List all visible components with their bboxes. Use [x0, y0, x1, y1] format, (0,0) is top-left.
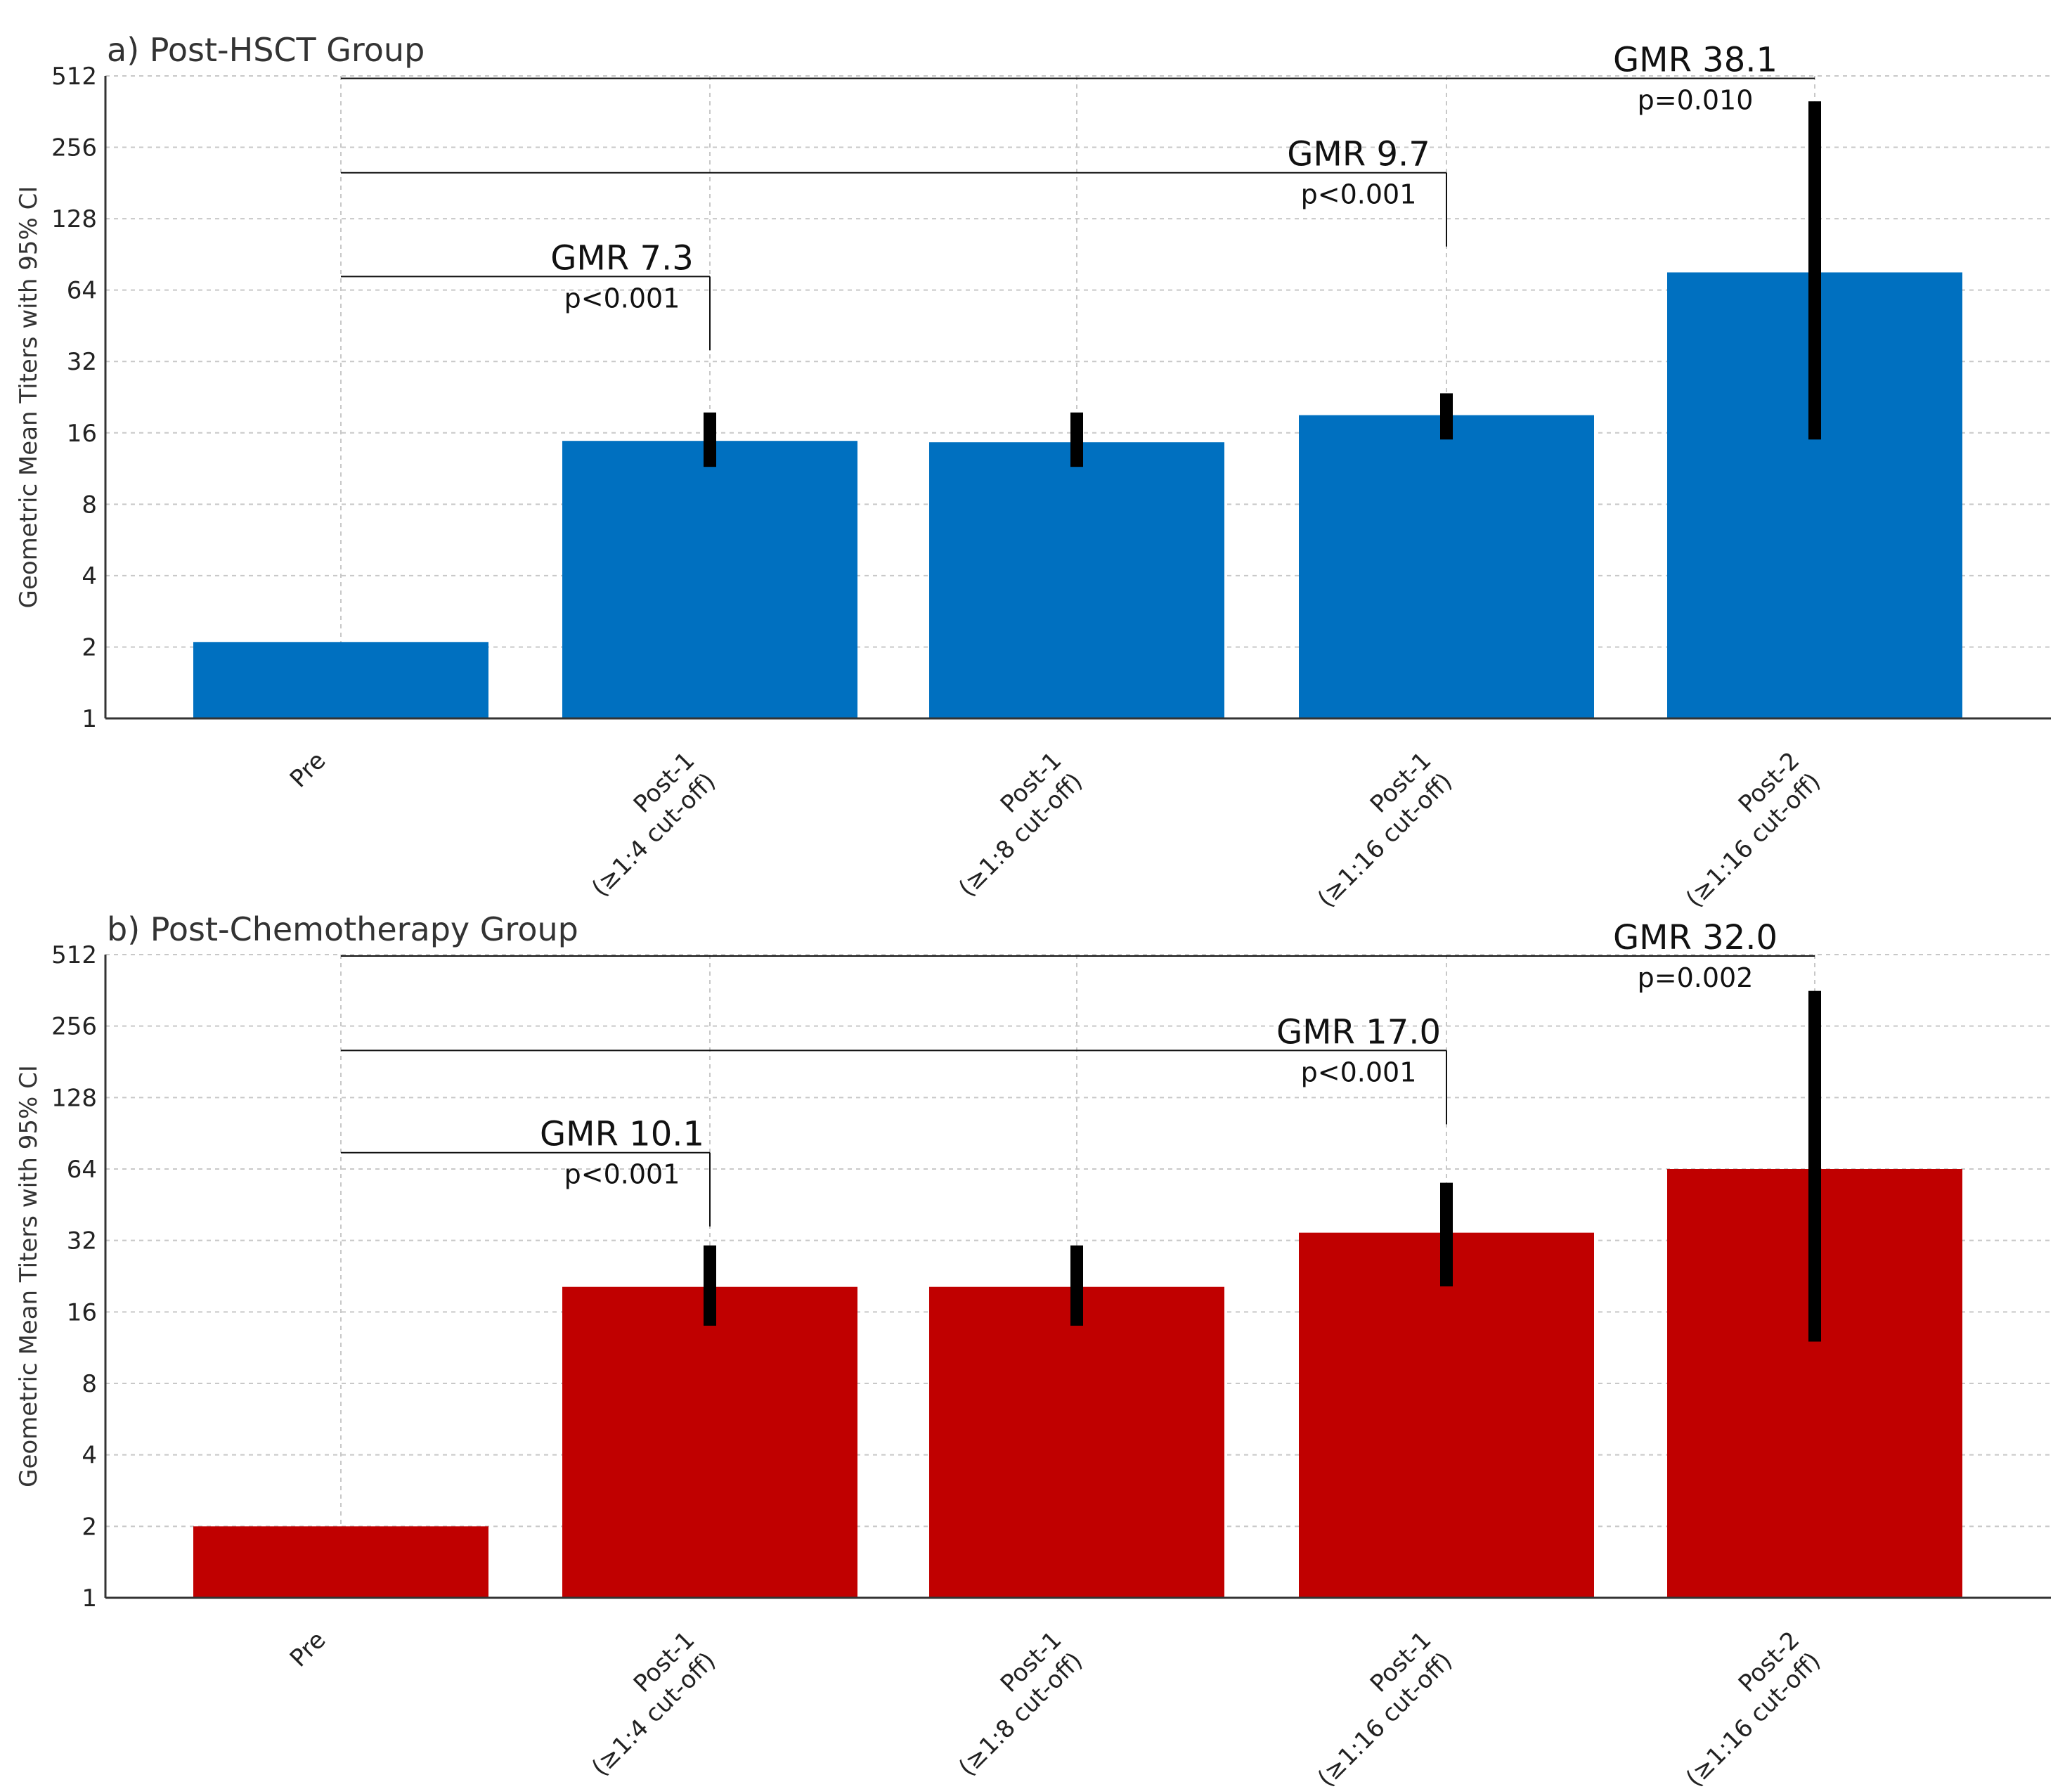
y-tick-label: 64: [67, 1156, 97, 1184]
y-tick-label: 256: [51, 1013, 97, 1041]
error-bar: [704, 1245, 716, 1326]
x-tick-label: Post-1(≥1:16 cut-off): [1291, 747, 1458, 913]
error-bar: [704, 412, 716, 467]
panel-post-hsct: a) Post-HSCT Group 1 2 4 8 16 32 64 128 256 512 Geo…: [15, 31, 2051, 913]
chart-title: b) Post-Chemotherapy Group: [107, 910, 578, 948]
y-tick-label: 4: [82, 1442, 97, 1470]
y-tick-label: 128: [51, 205, 97, 233]
x-tick-label: Post-2(≥1:16 cut-off): [1659, 1626, 1826, 1789]
panel-post-chemotherapy: b) Post-Chemotherapy Group 1 2 4 8 16 32 64 128 2…: [15, 910, 2051, 1789]
y-tick-label: 64: [67, 277, 97, 305]
y-tick-label: 1: [82, 1584, 97, 1613]
x-tick-label: Pre: [285, 747, 332, 794]
y-tick-label: 2: [82, 633, 97, 661]
error-bar: [1440, 393, 1453, 440]
bar: [929, 1286, 1224, 1598]
y-tick-label: 512: [51, 63, 97, 91]
error-bar: [1070, 412, 1083, 467]
gmr-label: GMR 9.7: [1287, 135, 1430, 174]
y-tick-label: 16: [67, 1298, 97, 1326]
p-value-label: p=0.002: [1638, 962, 1754, 993]
x-tick-label: Post-1(≥1:4 cut-off): [566, 1626, 722, 1782]
y-tick-label: 256: [51, 134, 97, 162]
bar: [562, 1286, 857, 1598]
y-tick-label: 8: [82, 491, 97, 519]
y-axis-label: Geometric Mean Titers with 95% CI: [15, 186, 43, 609]
x-tick-label: Pre: [285, 1626, 332, 1673]
y-tick-label: 512: [51, 941, 97, 969]
bar: [1299, 415, 1594, 718]
bar: [929, 442, 1224, 718]
bar: [193, 642, 488, 718]
y-tick-label: 32: [67, 1227, 97, 1255]
gmr-label: GMR 10.1: [540, 1115, 704, 1154]
y-axis-label: Geometric Mean Titers with 95% CI: [15, 1065, 43, 1487]
x-tick-label: Post-1(≥1:8 cut-off): [933, 1626, 1089, 1782]
y-tick-label: 128: [51, 1084, 97, 1112]
y-tick-label: 2: [82, 1513, 97, 1541]
error-bar: [1440, 1182, 1453, 1286]
y-tick-label: 1: [82, 705, 97, 733]
gmr-label: GMR 7.3: [550, 238, 694, 278]
y-tick-label: 16: [67, 420, 97, 448]
p-value-label: p=0.010: [1638, 84, 1754, 115]
p-value-label: p<0.001: [564, 283, 680, 314]
p-value-label: p<0.001: [564, 1159, 680, 1190]
error-bar: [1808, 990, 1821, 1342]
bar: [1299, 1232, 1594, 1598]
y-tick-label: 4: [82, 562, 97, 590]
y-tick-label: 32: [67, 348, 97, 376]
error-bar: [1808, 101, 1821, 440]
error-bar: [1070, 1245, 1083, 1326]
x-tick-label: Post-1(≥1:16 cut-off): [1291, 1626, 1458, 1789]
x-tick-label-line: Pre: [285, 747, 332, 794]
p-value-label: p<0.001: [1301, 179, 1417, 210]
x-tick-label: Post-1(≥1:4 cut-off): [566, 747, 722, 903]
x-tick-label: Post-1(≥1:8 cut-off): [933, 747, 1089, 903]
y-tick-label: 8: [82, 1370, 97, 1398]
gmr-label: GMR 38.1: [1613, 40, 1778, 79]
bar: [562, 441, 857, 718]
x-tick-label-line: Pre: [285, 1626, 332, 1673]
gmr-label: GMR 32.0: [1613, 918, 1778, 957]
chart-title: a) Post-HSCT Group: [107, 31, 425, 69]
x-tick-label: Post-2(≥1:16 cut-off): [1659, 747, 1826, 913]
p-value-label: p<0.001: [1301, 1057, 1417, 1087]
bar: [193, 1526, 488, 1598]
gmr-label: GMR 17.0: [1276, 1012, 1441, 1052]
